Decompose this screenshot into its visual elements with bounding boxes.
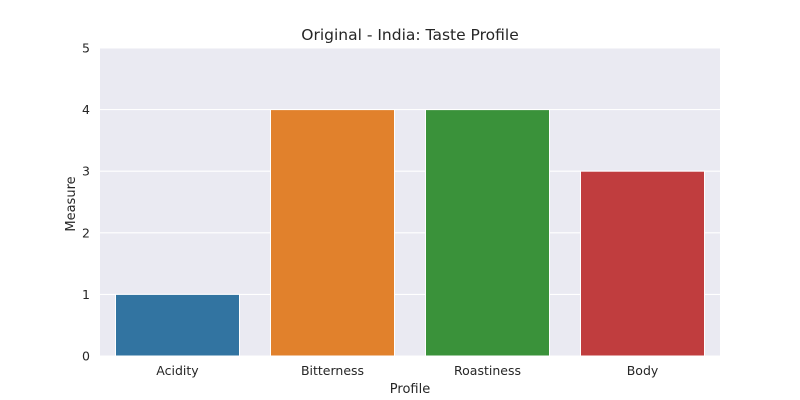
bar-body	[580, 170, 705, 357]
y-tick-label: 4	[82, 102, 90, 117]
x-tick-label-roastiness: Roastiness	[454, 363, 521, 378]
bars	[115, 109, 705, 357]
x-tick-label-body: Body	[627, 363, 659, 378]
y-tick-label: 0	[82, 349, 90, 364]
x-axis-label: Profile	[390, 382, 430, 397]
bar-acidity	[115, 293, 240, 357]
x-tick-label-bitterness: Bitterness	[301, 363, 364, 378]
y-tick-labels: 0 1 2 3 4 5	[82, 41, 90, 364]
bar-bitterness	[270, 109, 395, 357]
bar-roastiness	[425, 109, 550, 357]
y-tick-label: 3	[82, 164, 90, 179]
chart-title: Original - India: Taste Profile	[301, 26, 519, 44]
y-tick-label: 2	[82, 225, 90, 240]
y-tick-label: 5	[82, 41, 90, 56]
y-axis-label: Measure	[64, 176, 79, 231]
y-tick-label: 1	[82, 287, 90, 302]
x-tick-labels: Acidity Bitterness Roastiness Body	[156, 363, 659, 378]
x-tick-label-acidity: Acidity	[156, 363, 199, 378]
